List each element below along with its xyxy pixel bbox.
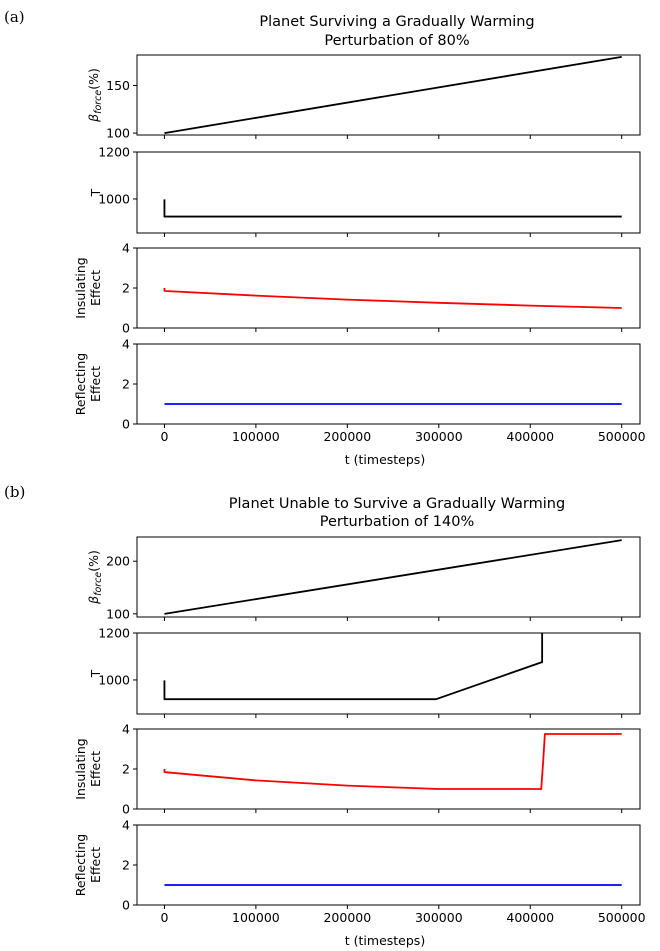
- series-line: [163, 733, 622, 790]
- panel-a-title-line-1: Planet Surviving a Gradually Warming: [259, 14, 534, 30]
- y-tick-label: 1000: [98, 672, 130, 687]
- x-tick-label: 300000: [415, 429, 463, 444]
- series-line: [164, 539, 622, 615]
- panel-b-subplot-4: 0 2 4 0 100000 200000 300000 400000 500000 Reflec…: [73, 818, 646, 926]
- y-axis-label: Effect: [88, 366, 103, 402]
- y-tick-label: 1000: [98, 191, 130, 206]
- x-tick-label: 100000: [232, 910, 280, 925]
- axes-frame: [136, 247, 641, 329]
- x-tick-label: 400000: [506, 910, 554, 925]
- y-tick-label: 0: [122, 898, 130, 913]
- x-tick-label: 500000: [598, 429, 646, 444]
- x-tick-label: 200000: [323, 910, 371, 925]
- axes-frame: [136, 151, 641, 234]
- x-tick-label: 200000: [323, 429, 371, 444]
- panel-a-subplot-2: 1000 1200 T: [88, 145, 641, 237]
- axes-frame: [136, 632, 641, 715]
- x-tick-label: 500000: [598, 910, 646, 925]
- axes-frame: [136, 824, 641, 906]
- series-line: [163, 199, 622, 218]
- y-tick-label: 2: [122, 762, 130, 777]
- y-tick-label: 0: [122, 417, 130, 432]
- y-tick-label: 100: [106, 126, 130, 141]
- y-axis-label: Insulating: [73, 257, 88, 318]
- x-tick-label: 300000: [415, 910, 463, 925]
- panel-a-x-axis-label: t (timesteps): [345, 452, 425, 467]
- panel-b-title-line-1: Planet Unable to Survive a Gradually War…: [229, 496, 565, 512]
- y-axis-label: Reflecting: [73, 353, 88, 415]
- panel-letter-b: (b): [4, 483, 25, 501]
- series-line: [164, 56, 622, 134]
- axes-frame: [136, 728, 641, 810]
- panel-b-x-axis-label: t (timesteps): [345, 933, 425, 948]
- x-tick-label: 100000: [232, 429, 280, 444]
- y-axis-label: T: [88, 669, 103, 678]
- y-axis-label: βforce(%): [86, 68, 104, 123]
- y-axis-label: Reflecting: [73, 834, 88, 896]
- axes-frame: [136, 54, 641, 136]
- panel-a-subplot-3: 0 2 4 Insulating Effect: [73, 241, 641, 336]
- y-tick-label: 1200: [98, 626, 130, 641]
- x-tick-label: 0: [160, 429, 168, 444]
- y-tick-label: 0: [122, 321, 130, 336]
- panel-b-title-line-2: Perturbation of 140%: [320, 514, 474, 530]
- y-axis-label: Effect: [88, 751, 103, 787]
- series-line: [163, 633, 544, 701]
- axes-frame: [136, 343, 641, 425]
- y-tick-label: 2: [122, 377, 130, 392]
- y-tick-label: 4: [122, 722, 130, 737]
- y-axis-label: T: [88, 188, 103, 197]
- y-axis-label: Effect: [88, 270, 103, 306]
- x-tick-label: 0: [160, 910, 168, 925]
- panel-a-title-line-2: Perturbation of 80%: [324, 33, 469, 49]
- y-tick-label: 2: [122, 858, 130, 873]
- panel-letter-a: (a): [4, 8, 25, 26]
- y-tick-label: 200: [106, 554, 130, 569]
- y-tick-label: 100: [106, 606, 130, 621]
- y-tick-label: 4: [122, 337, 130, 352]
- panel-b-subplot-2: 1000 1200 T: [88, 626, 641, 718]
- y-axis-label: βforce(%): [86, 550, 104, 605]
- panel-b-subplot-3: 0 2 4 Insulating Effect: [73, 722, 641, 817]
- y-tick-label: 150: [106, 78, 130, 93]
- y-tick-label: 4: [122, 241, 130, 256]
- y-axis-label: Effect: [88, 847, 103, 883]
- y-tick-label: 2: [122, 281, 130, 296]
- y-tick-label: 0: [122, 802, 130, 817]
- y-axis-label: Insulating: [73, 738, 88, 799]
- y-tick-label: 4: [122, 818, 130, 833]
- axes-frame: [136, 536, 641, 618]
- y-tick-label: 1200: [98, 145, 130, 160]
- x-tick-label: 400000: [506, 429, 554, 444]
- panel-a-subplot-4: 0 2 4 0 100000 200000 300000 400000 500000 Reflec…: [73, 337, 646, 445]
- series-line: [163, 288, 622, 309]
